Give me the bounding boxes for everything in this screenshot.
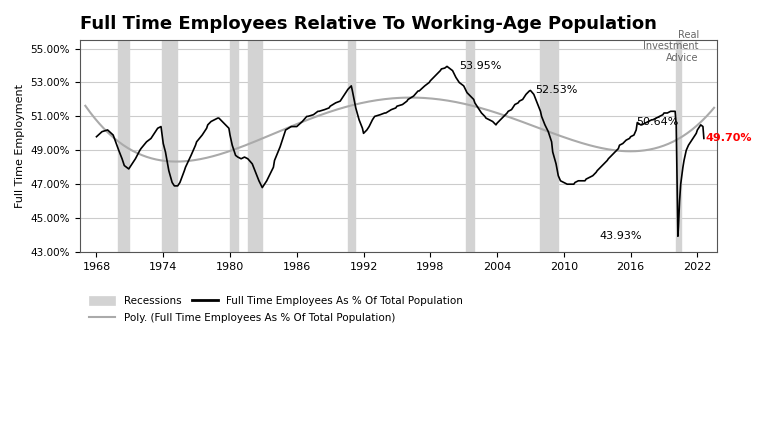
Bar [248,40,263,252]
Bar [230,40,238,252]
Text: 53.95%: 53.95% [459,61,502,71]
Text: Full Time Employees Relative To Working-Age Population: Full Time Employees Relative To Working-… [80,15,657,33]
Text: 49.70%: 49.70% [706,134,752,143]
Bar [541,40,558,252]
Bar [348,40,355,252]
Bar [162,40,177,252]
Text: 43.93%: 43.93% [600,231,642,241]
Bar [677,40,680,252]
Legend: Poly. (Full Time Employees As % Of Total Population): Poly. (Full Time Employees As % Of Total… [85,309,399,327]
Y-axis label: Full Time Employment: Full Time Employment [15,84,25,208]
Bar [466,40,474,252]
Bar [118,40,129,252]
Text: Real
Investment
Advice: Real Investment Advice [644,30,699,63]
Text: 52.53%: 52.53% [535,86,578,95]
Text: 50.64%: 50.64% [636,117,679,128]
